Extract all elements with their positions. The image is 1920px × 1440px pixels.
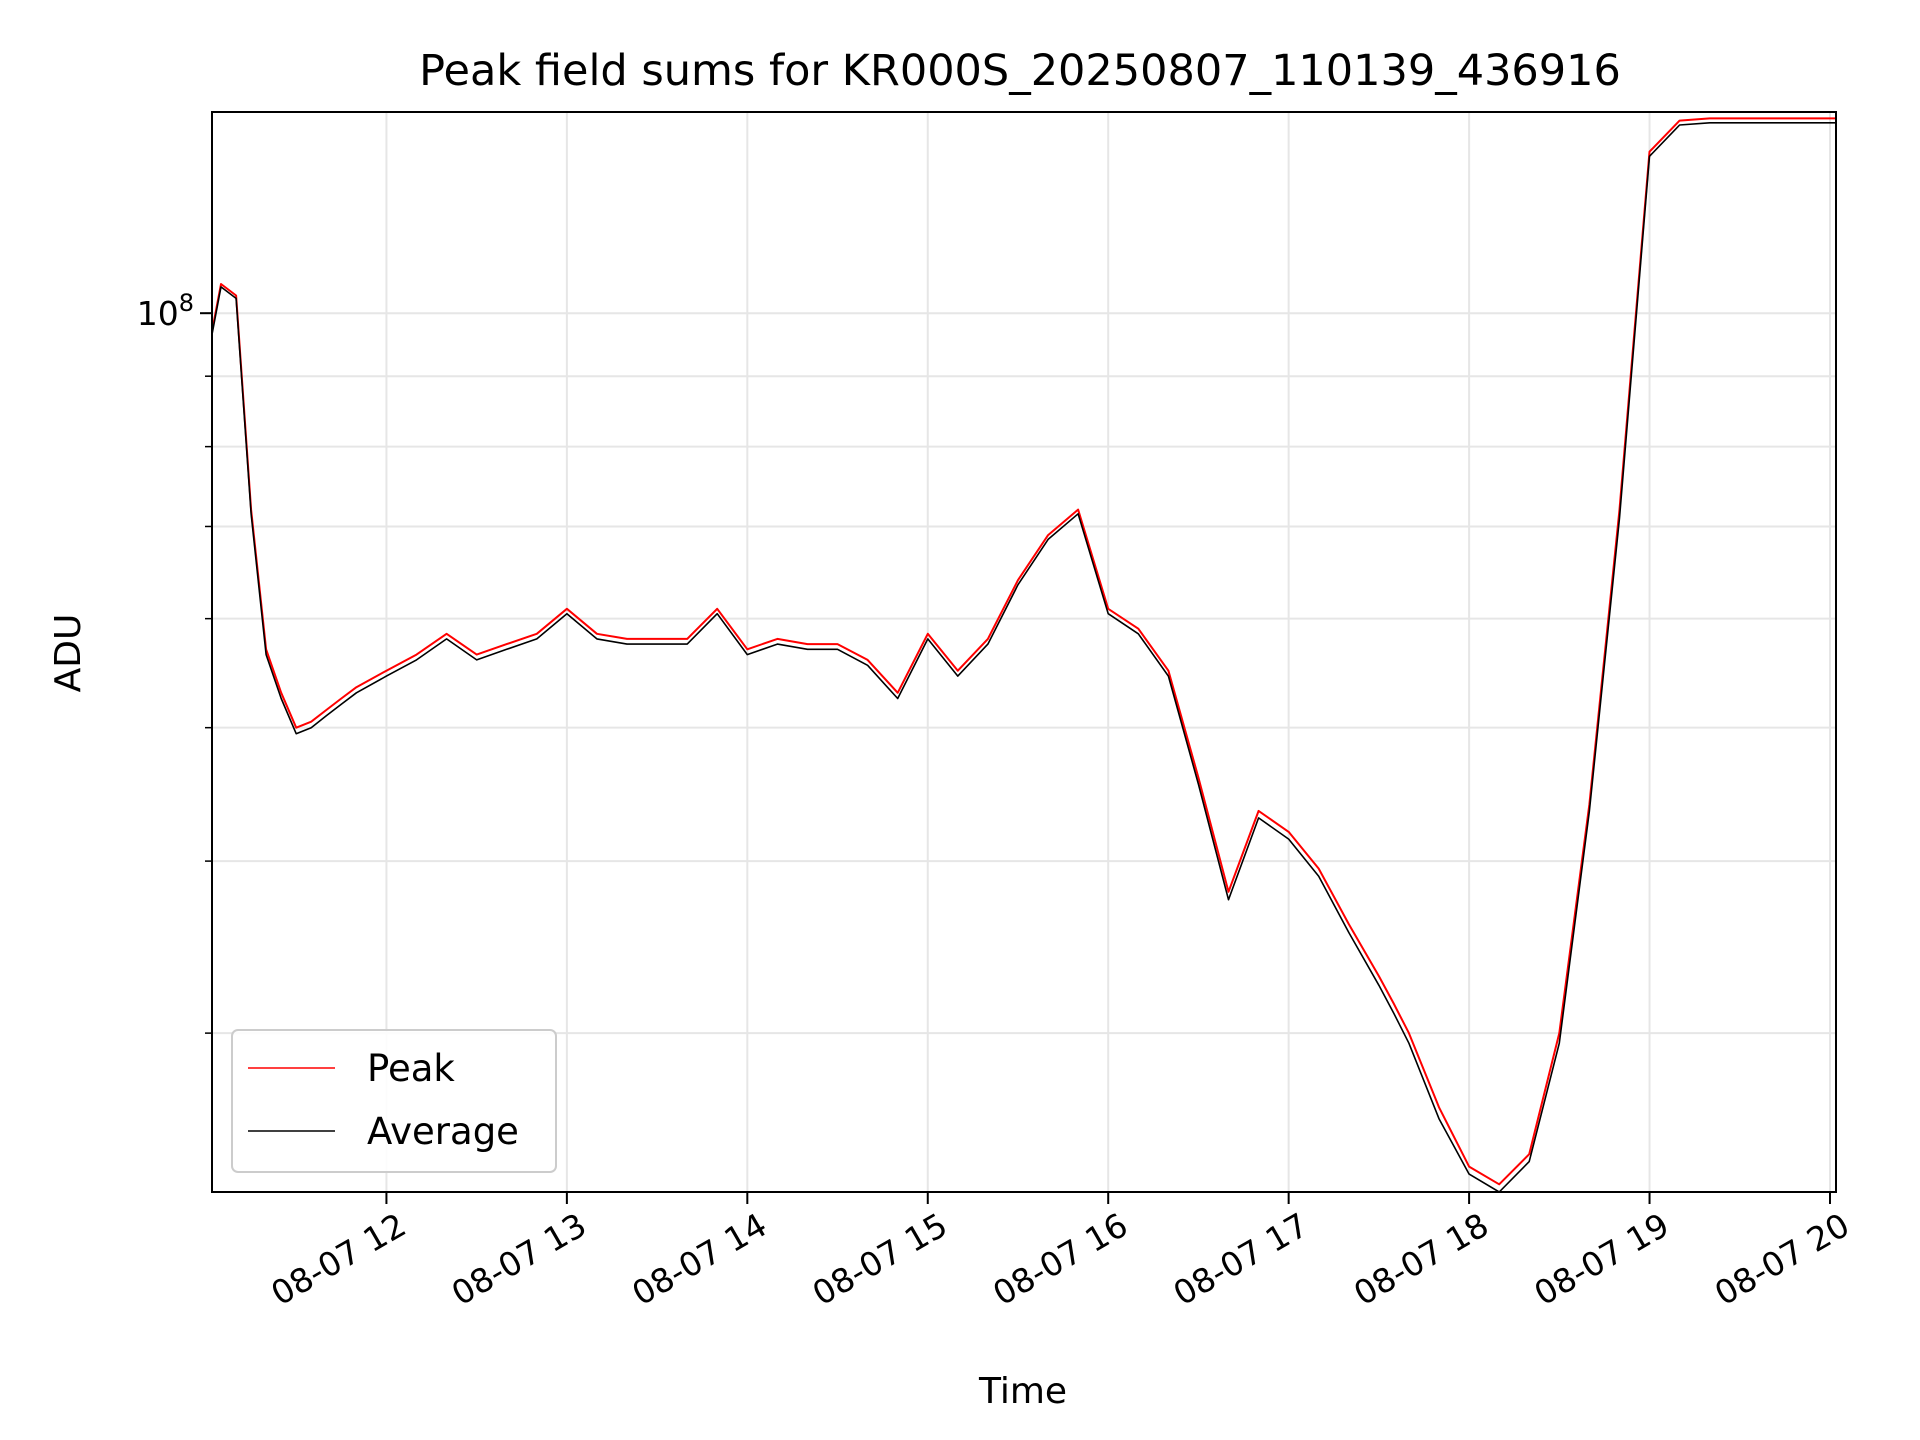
legend-label-average: Average — [367, 1110, 519, 1153]
legend: Peak Average — [231, 1029, 557, 1173]
y-axis-label: ADU — [48, 614, 89, 693]
plot-clip-group — [212, 117, 1836, 1192]
y-axis: 108 — [137, 289, 212, 1034]
series-line-peak — [212, 117, 1836, 1186]
legend-box — [231, 1029, 557, 1173]
y-tick-label: 108 — [137, 289, 194, 333]
series-line-average — [212, 122, 1836, 1192]
x-axis-label: Time — [978, 1371, 1067, 1412]
legend-label-peak: Peak — [367, 1047, 455, 1090]
grid-lines — [212, 112, 1836, 1192]
chart-title: Peak field sums for KR000S_20250807_1101… — [419, 46, 1621, 96]
plot-frame — [211, 111, 1837, 1193]
